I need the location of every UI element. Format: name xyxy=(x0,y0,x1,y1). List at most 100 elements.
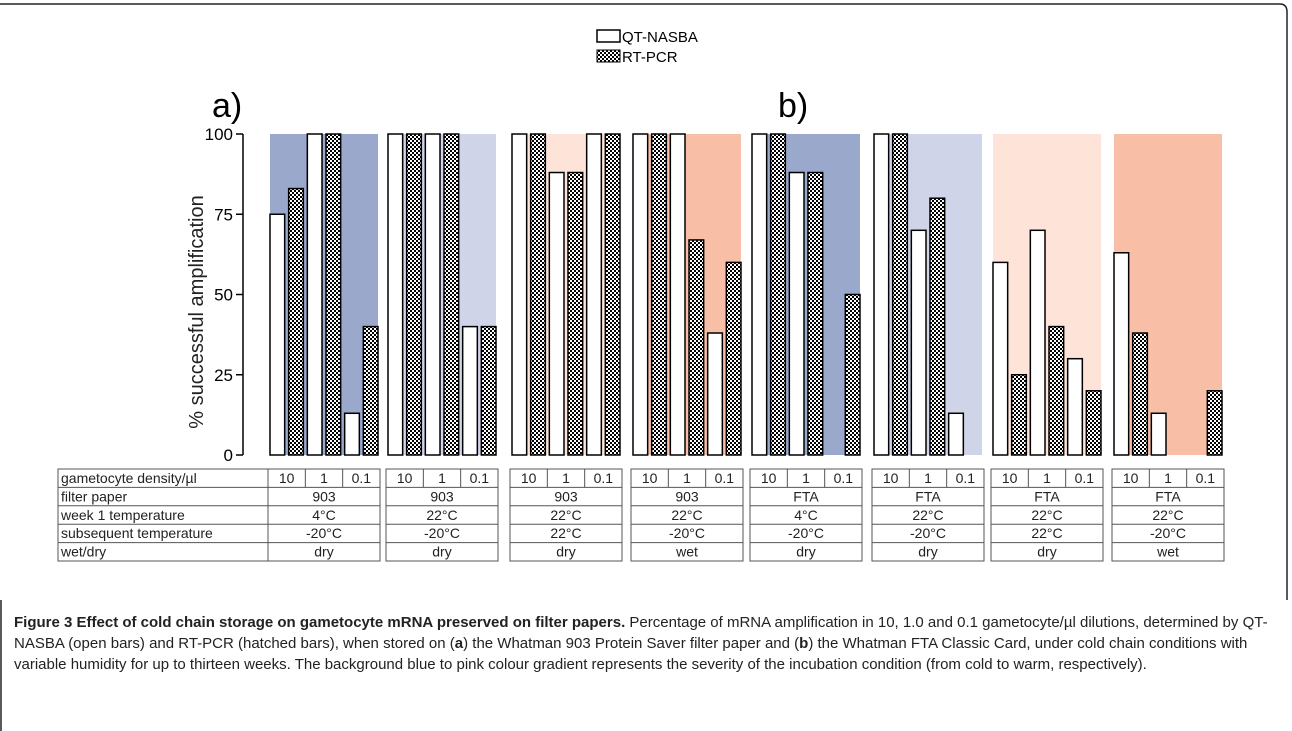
caption-title: Figure 3 Effect of cold chain storage on… xyxy=(14,614,626,631)
filter-paper-cell: FTA xyxy=(1155,488,1181,504)
rtpcr-bar xyxy=(1206,390,1223,456)
density-cell: 0.1 xyxy=(352,470,372,486)
density-cell: 10 xyxy=(397,470,413,486)
y-tick-label: 75 xyxy=(214,205,233,224)
density-cell: 10 xyxy=(642,470,658,486)
wetdry-cell: dry xyxy=(432,544,451,560)
filter-paper-cell: FTA xyxy=(793,488,819,504)
qtnasba-bar xyxy=(1113,252,1130,456)
density-cell: 1 xyxy=(1164,470,1172,486)
table-column-box xyxy=(871,468,985,562)
legend-swatch-hatched xyxy=(596,49,621,63)
subsequent-temp-cell: -20°C xyxy=(669,525,705,541)
background-band xyxy=(1114,134,1222,455)
density-cell: 0.1 xyxy=(715,470,735,486)
table-row-label: week 1 temperature xyxy=(60,507,185,523)
rtpcr-bar xyxy=(688,239,705,456)
panel-label-a: a) xyxy=(212,87,242,125)
caption-text-1: Percentage of mRNA amplification in 10, … xyxy=(14,614,1268,652)
week1-temp-cell: 22°C xyxy=(671,507,702,523)
rtpcr-bar xyxy=(1085,390,1102,456)
legend-label-rtpcr: RT-PCR xyxy=(622,49,678,66)
qtnasba-bar xyxy=(511,133,528,456)
table-row-label: gametocyte density/µl xyxy=(61,470,197,486)
density-cell: 1 xyxy=(683,470,691,486)
wetdry-cell: dry xyxy=(796,544,815,560)
bar-chart: 0 25 50 75 100 xyxy=(205,125,1223,465)
y-tick-label: 25 xyxy=(214,366,233,385)
week1-temp-cell: 22°C xyxy=(912,507,943,523)
week1-temp-cell: 22°C xyxy=(550,507,581,523)
wetdry-cell: dry xyxy=(918,544,937,560)
density-cell: 0.1 xyxy=(470,470,490,486)
frame-border xyxy=(0,3,1288,600)
qtnasba-bar xyxy=(669,133,686,456)
rtpcr-bar xyxy=(529,133,547,456)
week1-temp-cell: 22°C xyxy=(1152,507,1183,523)
qtnasba-bar xyxy=(910,229,927,456)
rtpcr-bar xyxy=(1131,332,1149,456)
density-cell: 0.1 xyxy=(956,470,976,486)
qtnasba-bar xyxy=(992,261,1009,456)
density-cell: 10 xyxy=(521,470,537,486)
wetdry-cell: wet xyxy=(675,544,698,560)
qtnasba-bar xyxy=(788,171,805,456)
week1-temp-cell: 4°C xyxy=(312,507,336,523)
figure-caption: Figure 3 Effect of cold chain storage on… xyxy=(14,612,1274,675)
rtpcr-bar xyxy=(405,133,423,456)
rtpcr-bar xyxy=(287,187,305,456)
qtnasba-bar xyxy=(1066,357,1084,456)
qtnasba-bar xyxy=(1029,229,1046,456)
wetdry-cell: wet xyxy=(1156,544,1179,560)
panel-label-b: b) xyxy=(778,87,808,125)
caption-text-2: ) the Whatman 903 Protein Saver filter p… xyxy=(463,635,800,652)
subsequent-temp-cell: -20°C xyxy=(424,525,460,541)
rtpcr-bar xyxy=(1048,325,1065,456)
filter-paper-cell: 903 xyxy=(430,488,454,504)
table-row-label: wet/dry xyxy=(60,544,106,560)
background-band xyxy=(512,134,620,455)
subsequent-temp-cell: -20°C xyxy=(306,525,342,541)
legend-swatch-open xyxy=(596,29,621,43)
table-row-label: filter paper xyxy=(61,488,127,504)
density-cell: 1 xyxy=(802,470,810,486)
rtpcr-bar xyxy=(807,171,824,456)
rtpcr-bar xyxy=(650,133,668,456)
rtpcr-bar xyxy=(1010,374,1028,456)
density-cell: 0.1 xyxy=(834,470,854,486)
wetdry-cell: dry xyxy=(314,544,333,560)
y-axis-label: % successful amplification xyxy=(186,195,208,428)
rtpcr-bar xyxy=(443,133,460,456)
qtnasba-bar xyxy=(387,133,404,456)
qtnasba-bar xyxy=(947,412,965,456)
filter-paper-cell: FTA xyxy=(915,488,941,504)
qtnasba-bar xyxy=(873,133,890,456)
conditions-table: gametocyte density/µl filter paper week 1 … xyxy=(57,468,1225,562)
subsequent-temp-cell: -20°C xyxy=(910,525,946,541)
density-cell: 10 xyxy=(883,470,899,486)
table-column-box xyxy=(990,468,1104,562)
density-cell: 1 xyxy=(320,470,328,486)
qtnasba-bar xyxy=(424,133,441,456)
background-band xyxy=(874,134,982,455)
qtnasba-bar xyxy=(632,133,649,456)
y-tick-label: 100 xyxy=(205,125,233,144)
legend: QT-NASBA RT-PCR xyxy=(596,29,698,66)
subsequent-temp-cell: -20°C xyxy=(788,525,824,541)
density-cell: 0.1 xyxy=(1196,470,1216,486)
background-band xyxy=(633,134,741,455)
y-tick-label: 50 xyxy=(214,286,233,305)
caption-ref-a: a xyxy=(454,635,464,652)
qtnasba-bar xyxy=(548,171,565,456)
density-cell: 1 xyxy=(1043,470,1051,486)
filter-paper-cell: FTA xyxy=(1034,488,1060,504)
rtpcr-bar xyxy=(769,133,787,456)
density-cell: 1 xyxy=(924,470,932,486)
table-column-box xyxy=(267,468,381,562)
qtnasba-bar xyxy=(751,133,768,456)
qtnasba-bar xyxy=(585,133,603,456)
table-column-box xyxy=(1111,468,1225,562)
caption-ref-b: b xyxy=(799,635,809,652)
week1-temp-cell: 4°C xyxy=(794,507,818,523)
subsequent-temp-cell: -20°C xyxy=(1150,525,1186,541)
